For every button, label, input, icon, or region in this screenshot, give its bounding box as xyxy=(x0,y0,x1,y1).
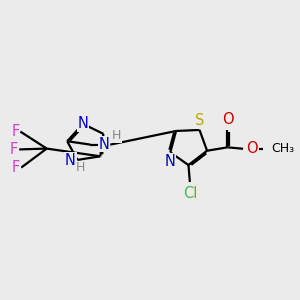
Text: Cl: Cl xyxy=(183,186,197,201)
Text: N: N xyxy=(99,136,110,152)
Text: N: N xyxy=(65,153,76,168)
Text: S: S xyxy=(195,113,205,128)
Text: CH₃: CH₃ xyxy=(272,142,295,155)
Text: F: F xyxy=(12,160,20,175)
Text: N: N xyxy=(78,116,88,131)
Text: H: H xyxy=(76,161,85,174)
Text: N: N xyxy=(164,154,175,169)
Text: F: F xyxy=(11,124,20,139)
Text: H: H xyxy=(112,129,121,142)
Text: O: O xyxy=(247,141,258,156)
Text: O: O xyxy=(222,112,234,127)
Text: F: F xyxy=(9,142,18,157)
